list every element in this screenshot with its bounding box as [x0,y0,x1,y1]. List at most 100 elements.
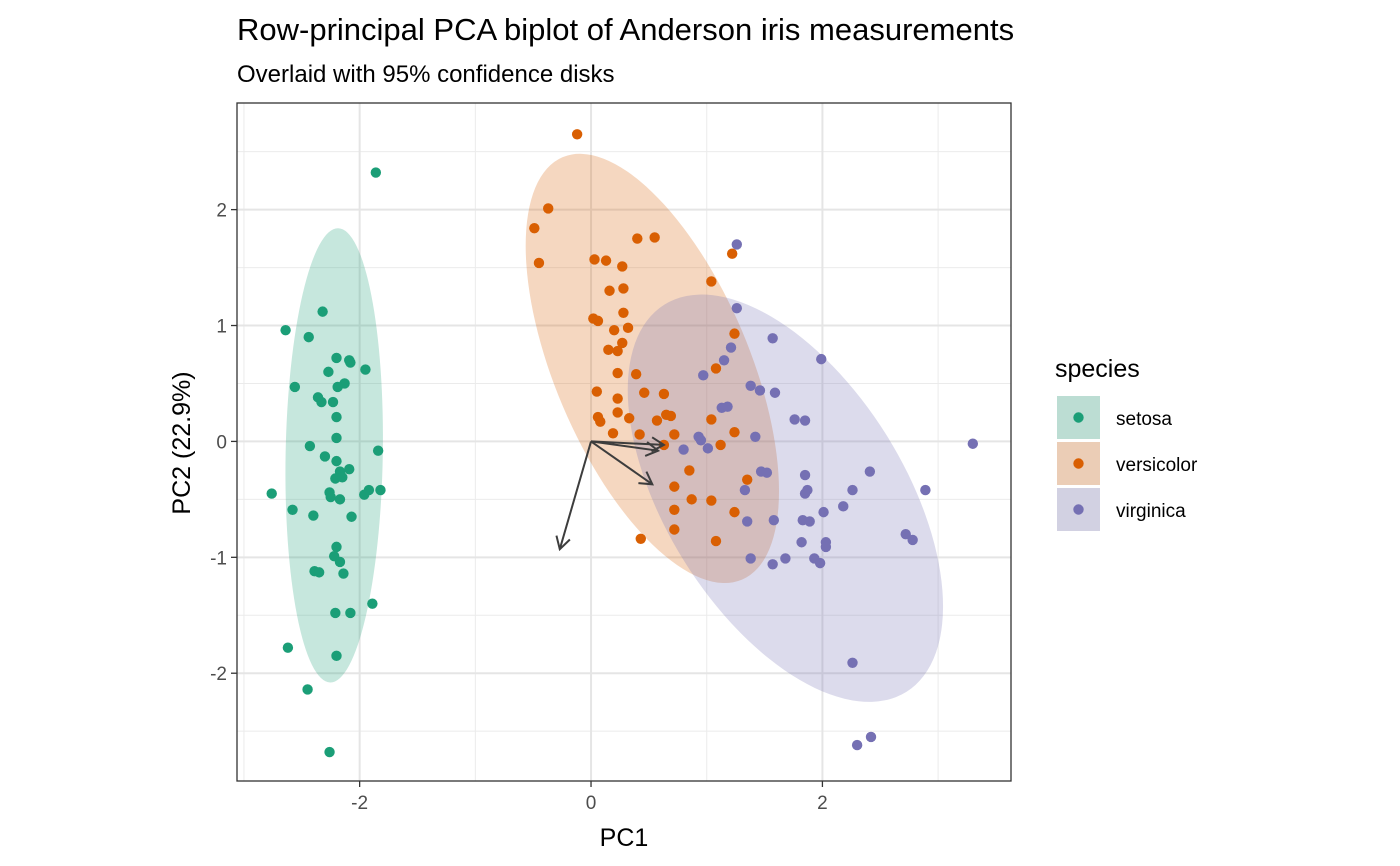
point-virginica [799,469,811,481]
y-tick-label: -1 [210,548,227,569]
chart-title: Row-principal PCA biplot of Anderson iri… [237,12,1014,47]
point-setosa [302,684,313,695]
y-tick-label: 2 [216,201,227,222]
legend-key-point [1073,504,1084,515]
vector-arrowhead [644,441,661,457]
point-versicolor [729,328,740,339]
point-setosa [337,472,348,483]
data-points [266,129,979,758]
point-setosa [289,381,301,393]
point-versicolor [632,233,643,244]
point-versicolor [729,506,740,518]
point-setosa [359,489,370,500]
point-setosa [344,464,355,475]
point-versicolor [729,426,740,438]
point-versicolor [600,255,612,266]
point-versicolor [706,276,717,287]
vector-shaft [558,441,592,550]
point-virginica [780,553,791,564]
point-setosa [325,491,336,503]
point-virginica [750,431,761,442]
vector-arrowhead [555,535,571,552]
point-virginica [818,506,829,518]
point-setosa [266,488,277,499]
point-versicolor [624,413,635,424]
point-versicolor [669,504,680,515]
point-versicolor [612,393,623,404]
point-virginica [820,541,832,553]
y-tick-label: -2 [210,664,227,685]
point-virginica [799,415,811,426]
point-versicolor [612,407,623,418]
point-versicolor [607,428,619,439]
point-setosa [345,607,356,619]
point-versicolor [612,367,623,379]
point-versicolor [710,535,722,547]
point-setosa [331,352,342,364]
point-versicolor [658,388,670,400]
point-setosa [282,642,294,653]
point-versicolor [635,533,646,544]
point-virginica [695,435,707,446]
point-virginica [745,380,756,391]
point-virginica [731,239,743,250]
point-versicolor [715,439,726,451]
point-virginica [754,385,766,396]
point-setosa [346,511,357,522]
point-virginica [864,466,876,477]
loading-vector [590,440,654,486]
point-virginica [767,559,778,570]
point-setosa [313,567,325,578]
point-virginica [698,370,709,381]
point-versicolor [618,307,629,318]
point-virginica [967,438,979,449]
point-setosa [308,510,319,521]
point-versicolor [595,416,606,427]
point-setosa [367,598,378,609]
point-versicolor [669,524,680,535]
point-virginica [838,501,849,512]
point-versicolor [651,415,663,426]
point-setosa [316,396,327,408]
point-virginica [767,333,778,344]
x-tick-label: 2 [817,793,828,814]
y-axis-title: PC2 (22.9%) [168,371,196,514]
point-virginica [865,731,877,743]
legend-key-point [1073,458,1084,469]
legend-item-virginica: virginica [1057,488,1186,531]
point-versicolor [622,322,634,334]
point-virginica [731,302,743,314]
point-versicolor [649,232,660,243]
legend-item-versicolor: versicolor [1057,442,1198,485]
point-versicolor [603,344,614,356]
point-virginica [768,515,780,526]
point-setosa [280,324,291,336]
point-setosa [334,494,346,505]
legend-label: virginica [1116,501,1186,522]
point-virginica [796,537,807,548]
point-setosa [319,451,331,462]
legend-title: species [1055,355,1140,383]
legend-label: versicolor [1116,455,1198,476]
chart-subtitle: Overlaid with 95% confidence disks [237,61,615,88]
point-setosa [334,556,346,568]
point-versicolor [630,369,642,380]
point-setosa [331,411,342,423]
point-versicolor [706,414,717,425]
point-setosa [327,396,339,408]
legend: species setosa versicolor virginica [1055,355,1198,531]
legend-label: setosa [1116,409,1172,430]
x-tick-label: 0 [586,793,597,814]
point-versicolor [617,261,628,272]
point-virginica [722,401,733,412]
point-versicolor [604,285,615,296]
point-versicolor [543,203,554,214]
point-virginica [851,739,863,751]
loading-vector [590,440,661,457]
point-virginica [847,657,858,668]
point-virginica [745,553,756,564]
point-versicolor [608,324,620,336]
legend-item-setosa: setosa [1057,396,1172,439]
point-virginica [907,534,918,546]
